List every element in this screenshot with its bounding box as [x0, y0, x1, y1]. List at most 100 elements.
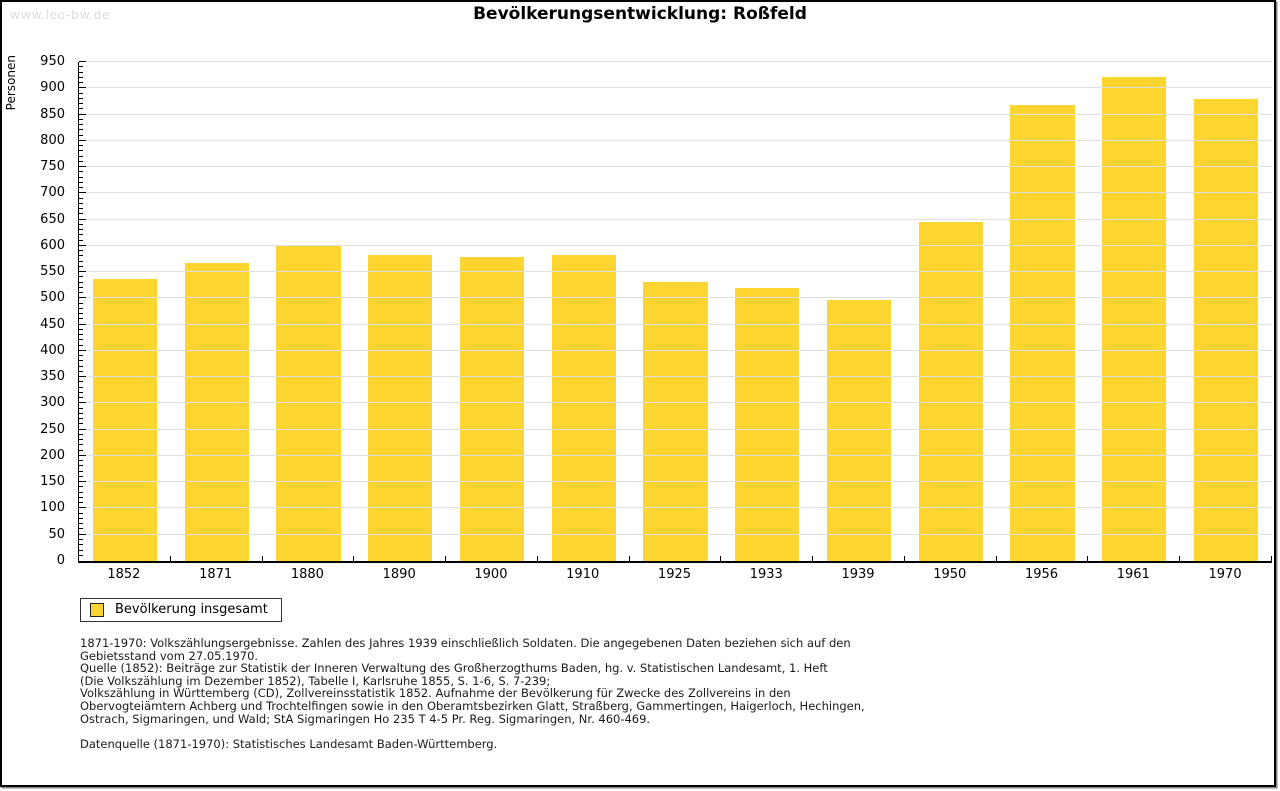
- y-minor-tick: [79, 460, 83, 462]
- bar-1950: [918, 222, 983, 561]
- y-minor-tick: [79, 76, 83, 78]
- y-major-tick: [79, 481, 86, 483]
- y-tick-label: 700: [40, 185, 65, 201]
- y-minor-tick: [79, 496, 83, 498]
- gridline: [79, 113, 1272, 115]
- y-minor-tick: [79, 155, 83, 157]
- gridline: [79, 376, 1272, 378]
- source-note-line: Ostrach, Sigmaringen, und Wald; StA Sigm…: [80, 711, 651, 726]
- y-major-tick: [79, 349, 86, 351]
- bar-cell-1950: [905, 62, 997, 561]
- bar-cell-1956: [997, 62, 1089, 561]
- bar-cell-1961: [1088, 62, 1180, 561]
- y-major-tick: [79, 507, 86, 509]
- x-tick-label: 1871: [199, 567, 233, 582]
- bar-1880: [276, 245, 341, 561]
- y-minor-tick: [79, 213, 83, 215]
- x-boundary-tick: [628, 556, 630, 561]
- legend: Bevölkerung insgesamt: [80, 598, 282, 622]
- y-minor-tick: [79, 187, 83, 189]
- legend-swatch-icon: [90, 602, 104, 617]
- y-minor-tick: [79, 160, 83, 162]
- y-tick-label: 100: [40, 500, 65, 516]
- x-boundary-tick: [812, 556, 814, 561]
- y-minor-tick: [79, 250, 83, 252]
- x-tick-label: 1900: [474, 567, 508, 582]
- source-note: 1871-1970: Volkszählungsergebnisse. Zahl…: [80, 637, 940, 750]
- y-minor-tick: [79, 202, 83, 204]
- bar-cell-1871: [171, 62, 263, 561]
- y-minor-tick: [79, 292, 83, 294]
- y-minor-tick: [79, 433, 83, 435]
- x-boundary-tick: [445, 556, 447, 561]
- y-minor-tick: [79, 339, 83, 341]
- y-minor-tick: [79, 554, 83, 556]
- source-note-line: 1871-1970: Volkszählungsergebnisse. Zahl…: [80, 636, 851, 650]
- y-tick-label: 250: [40, 421, 65, 437]
- y-major-tick: [79, 192, 86, 194]
- y-minor-tick: [79, 391, 83, 393]
- y-minor-tick: [79, 418, 83, 420]
- y-minor-tick: [79, 313, 83, 315]
- y-tick-label: 850: [40, 106, 65, 122]
- gridline: [79, 323, 1272, 325]
- y-minor-tick: [79, 517, 83, 519]
- bar-cell-1890: [354, 62, 446, 561]
- bar-cell-1910: [538, 62, 630, 561]
- y-minor-tick: [79, 260, 83, 262]
- y-minor-tick: [79, 465, 83, 467]
- bar-cell-1880: [263, 62, 355, 561]
- y-minor-tick: [79, 386, 83, 388]
- y-major-tick: [79, 87, 86, 89]
- gridline: [79, 87, 1272, 89]
- bar-1961: [1102, 77, 1167, 561]
- y-minor-tick: [79, 334, 83, 336]
- y-minor-tick: [79, 539, 83, 540]
- gridline: [79, 481, 1272, 483]
- bar-cell-1900: [446, 62, 538, 561]
- bar-1852: [92, 278, 157, 561]
- x-boundary-tick: [169, 556, 171, 561]
- y-minor-tick: [79, 486, 83, 488]
- y-tick-label: 500: [40, 290, 65, 306]
- y-minor-tick: [79, 423, 83, 425]
- x-axis-labels: 1852 1871 1880 1890 1900 1910 1925 1933 1939 1950…: [78, 567, 1271, 582]
- x-boundary-tick: [536, 556, 538, 561]
- y-tick-label: 350: [40, 369, 65, 385]
- gridline: [79, 139, 1272, 141]
- x-tick-label: 1852: [107, 567, 141, 582]
- y-minor-tick: [79, 449, 83, 451]
- gridline: [79, 297, 1272, 299]
- y-tick-label: 550: [40, 264, 65, 280]
- bar-1925: [643, 282, 708, 561]
- x-tick-label: 1910: [566, 567, 600, 582]
- y-minor-tick: [79, 66, 83, 68]
- y-tick-label: 200: [40, 447, 65, 463]
- y-minor-tick: [79, 381, 83, 383]
- y-minor-tick: [79, 181, 83, 183]
- y-major-tick: [79, 454, 86, 456]
- y-minor-tick: [79, 171, 83, 173]
- y-major-tick: [79, 166, 86, 168]
- y-minor-tick: [79, 229, 83, 231]
- y-minor-tick: [79, 118, 83, 120]
- x-tick-label: 1925: [657, 567, 692, 582]
- y-minor-tick: [79, 239, 83, 241]
- y-tick-label: 300: [40, 395, 65, 411]
- y-minor-tick: [79, 512, 83, 514]
- y-minor-tick: [79, 491, 83, 493]
- y-major-tick: [79, 402, 86, 404]
- plot-area: [78, 61, 1272, 563]
- y-tick-label: 600: [40, 237, 65, 253]
- y-major-tick: [79, 271, 86, 273]
- gridline: [79, 402, 1272, 404]
- y-minor-tick: [79, 360, 83, 362]
- y-minor-tick: [79, 355, 83, 357]
- bar-cell-1852: [79, 62, 171, 561]
- y-minor-tick: [79, 255, 83, 257]
- y-minor-tick: [79, 281, 83, 283]
- gridline: [79, 244, 1272, 246]
- y-tick-label: 50: [48, 526, 65, 542]
- y-minor-tick: [79, 407, 83, 409]
